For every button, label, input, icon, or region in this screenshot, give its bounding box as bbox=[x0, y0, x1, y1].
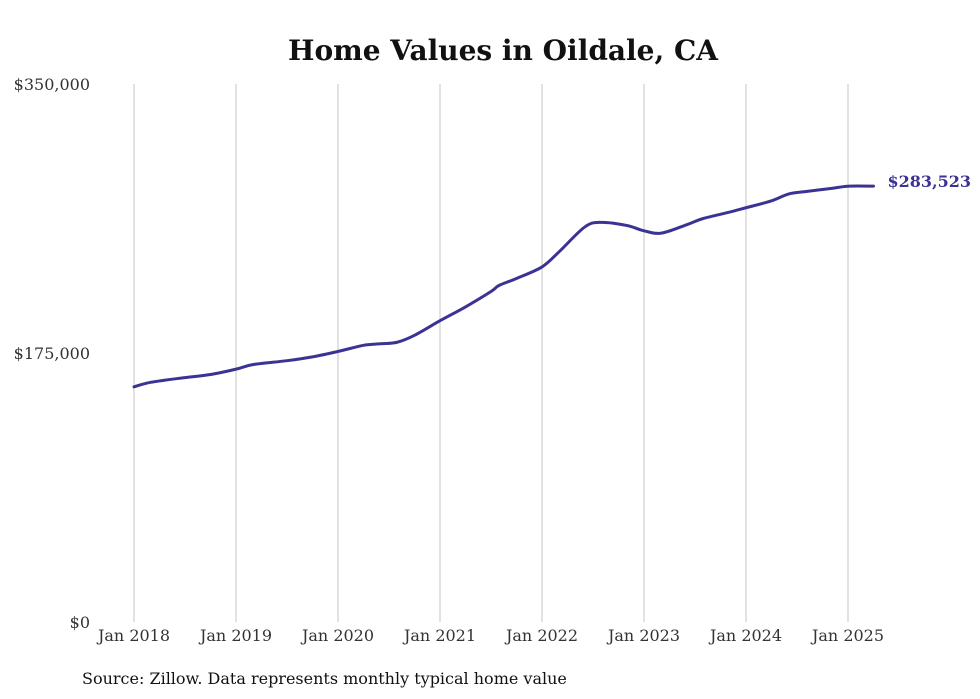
y-tick-label: $0 bbox=[70, 613, 90, 632]
x-axis-ticks: Jan 2018 Jan 2019 Jan 2020 Jan 2021 Jan 2022… bbox=[96, 626, 884, 645]
series-line bbox=[132, 184, 875, 389]
x-tick-label: Jan 2022 bbox=[504, 626, 578, 645]
end-value-label: $283,523 bbox=[888, 172, 972, 191]
x-tick-label: Jan 2025 bbox=[810, 626, 884, 645]
x-tick-label: Jan 2018 bbox=[96, 626, 170, 645]
x-tick-label: Jan 2020 bbox=[300, 626, 374, 645]
grid-lines bbox=[133, 84, 849, 622]
x-tick-label: Jan 2021 bbox=[402, 626, 476, 645]
y-tick-label: $350,000 bbox=[14, 75, 90, 94]
x-tick-label: Jan 2019 bbox=[198, 626, 272, 645]
y-axis-ticks: $0 $175,000 $350,000 bbox=[14, 75, 90, 632]
x-tick-label: Jan 2024 bbox=[708, 626, 782, 645]
y-tick-label: $175,000 bbox=[14, 344, 90, 363]
chart-title: Home Values in Oildale, CA bbox=[288, 34, 719, 67]
x-tick-label: Jan 2023 bbox=[606, 626, 680, 645]
source-note: Source: Zillow. Data represents monthly … bbox=[82, 669, 567, 688]
